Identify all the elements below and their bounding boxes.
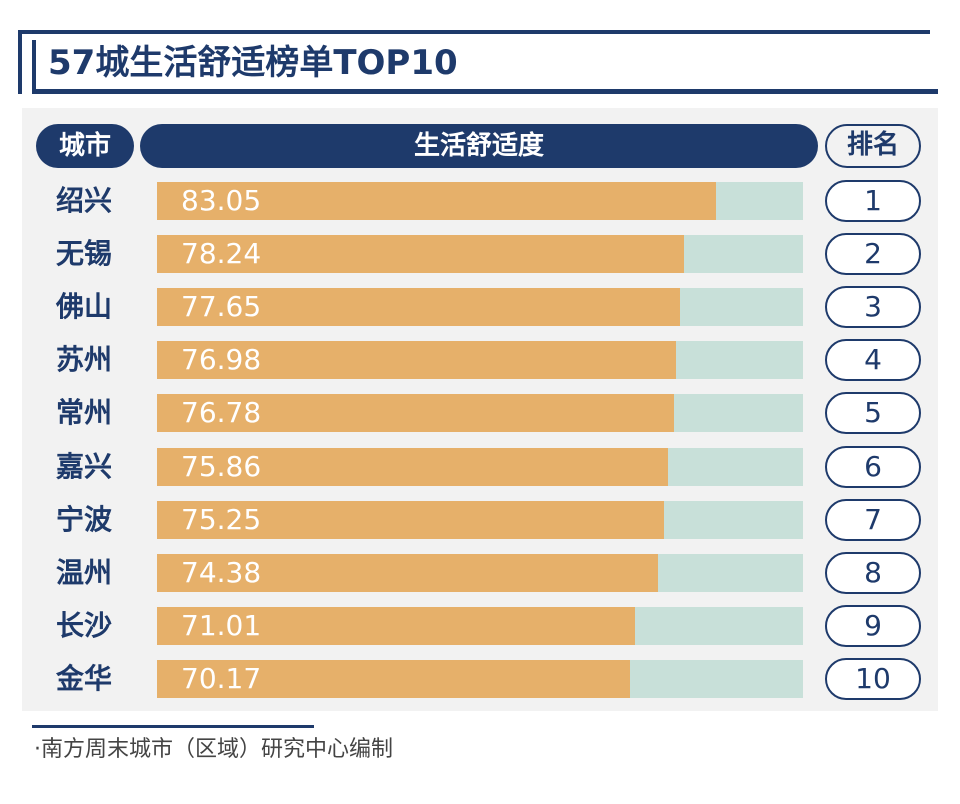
bar-value-label: 78.24: [181, 237, 262, 271]
bar-value-label: 75.25: [181, 502, 262, 536]
rank-badge: 1: [825, 180, 921, 222]
header-score: 生活舒适度: [140, 124, 818, 168]
city-label: 嘉兴: [55, 449, 112, 483]
title-accent-bar: [32, 40, 36, 90]
bar-track: 74.38: [157, 553, 803, 592]
bar-value-label: 76.78: [181, 396, 262, 430]
city-label: 常州: [55, 396, 112, 430]
header-rank: 排名: [825, 124, 921, 168]
title-frame: [18, 30, 930, 94]
bar-fill: 83.05: [157, 182, 717, 220]
rank-badge: 10: [825, 657, 921, 700]
bar-track: 76.78: [157, 394, 803, 433]
rank-badge: 8: [825, 551, 921, 594]
bar-value-label: 76.98: [181, 343, 262, 377]
bar-fill: 78.24: [157, 235, 685, 274]
city-label: 无锡: [55, 237, 112, 271]
bar-fill: 76.78: [157, 394, 675, 433]
city-label: 温州: [55, 555, 112, 589]
rank-badge: 9: [825, 604, 921, 647]
bar-value-label: 71.01: [181, 608, 262, 642]
bar-fill: 76.98: [157, 341, 676, 380]
rank-badge: 6: [825, 445, 921, 488]
bar-track: 83.05: [157, 182, 803, 220]
rank-badge: 4: [825, 339, 921, 382]
bar-value-label: 77.65: [181, 290, 262, 324]
city-label: 长沙: [55, 608, 112, 642]
rank-badge: 7: [825, 498, 921, 541]
city-label: 苏州: [55, 343, 112, 377]
chart-title: 57城生活舒适榜单TOP10: [48, 43, 458, 83]
bar-value-label: 75.86: [181, 449, 262, 483]
city-label: 佛山: [55, 290, 112, 324]
city-label: 金华: [55, 661, 112, 695]
bar-fill: 75.86: [157, 447, 668, 486]
bar-fill: 74.38: [157, 553, 659, 592]
bar-track: 71.01: [157, 606, 803, 645]
source-note: ·南方周末城市（区域）研究中心编制: [34, 737, 393, 762]
city-label: 绍兴: [55, 184, 112, 217]
bar-track: 70.17: [157, 659, 803, 698]
rank-badge: 3: [825, 286, 921, 329]
bar-track: 77.65: [157, 288, 803, 327]
bar-value-label: 70.17: [181, 661, 262, 695]
bar-track: 75.25: [157, 500, 803, 539]
bar-fill: 77.65: [157, 288, 681, 327]
rank-badge: 2: [825, 233, 921, 276]
source-divider: [32, 725, 314, 728]
bar-track: 75.86: [157, 447, 803, 486]
bar-fill: 70.17: [157, 659, 630, 698]
bar-fill: 71.01: [157, 606, 636, 645]
bar-track: 78.24: [157, 235, 803, 274]
bar-value-label: 74.38: [181, 555, 262, 589]
bar-track: 76.98: [157, 341, 803, 380]
rank-badge: 5: [825, 392, 921, 435]
header-city: 城市: [36, 124, 134, 168]
title-underline: [32, 89, 938, 94]
bar-fill: 75.25: [157, 500, 664, 539]
city-label: 宁波: [55, 502, 112, 536]
bar-value-label: 83.05: [181, 184, 262, 217]
